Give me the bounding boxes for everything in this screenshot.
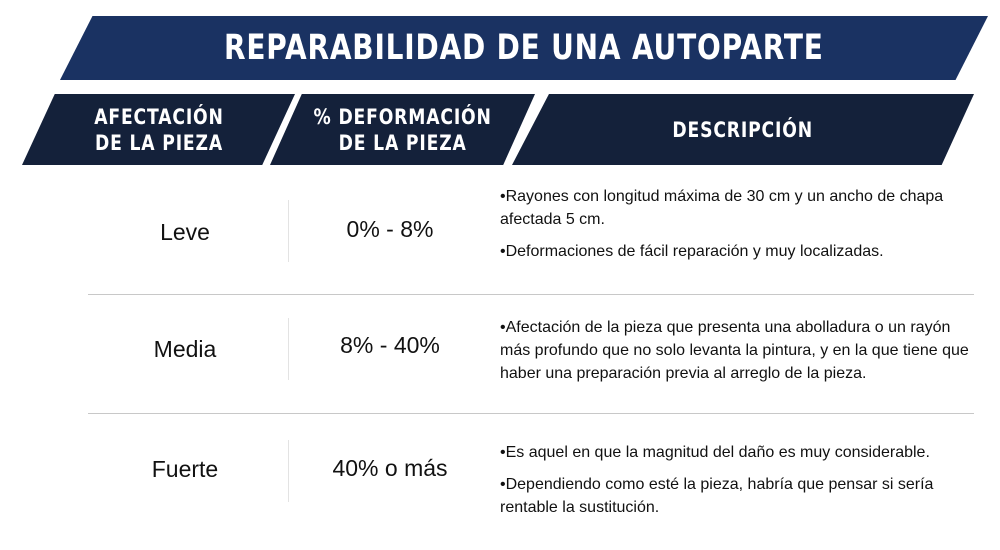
column-separator	[288, 200, 289, 262]
description-item: •Deformaciones de fácil reparación y muy…	[500, 243, 884, 260]
row-percent-media: 8% - 40%	[340, 332, 440, 358]
description-item: •Rayones con longitud máxima de 30 cm y …	[500, 188, 944, 228]
row-divider	[88, 294, 974, 295]
row-level-media: Media	[153, 336, 217, 362]
header-descripcion: DESCRIPCIÓN	[512, 94, 974, 165]
row-description-leve: •Rayones con longitud máxima de 30 cm y …	[500, 185, 970, 272]
column-separator	[288, 318, 289, 380]
description-item: •Dependiendo como esté la pieza, habría …	[500, 476, 934, 516]
row-level-fuerte: Fuerte	[151, 456, 219, 482]
header-deformacion: % DEFORMACIÓN DE LA PIEZA	[270, 94, 535, 165]
header-deformacion-label: % DEFORMACIÓN DE LA PIEZA	[313, 104, 492, 155]
column-separator	[288, 440, 289, 502]
header-descripcion-label: DESCRIPCIÓN	[672, 117, 814, 142]
description-item: •Es aquel en que la magnitud del daño es…	[500, 444, 930, 461]
title-banner: REPARABILIDAD DE UNA AUTOPARTE	[60, 16, 988, 80]
row-percent-fuerte: 40% o más	[332, 455, 448, 481]
header-afectacion: AFECTACIÓN DE LA PIEZA	[22, 94, 295, 165]
row-level-leve: Leve	[160, 219, 210, 245]
description-item: •Afectación de la pieza que presenta una…	[500, 319, 969, 382]
row-divider	[88, 413, 974, 414]
page-title: REPARABILIDAD DE UNA AUTOPARTE	[224, 28, 824, 68]
header-afectacion-label: AFECTACIÓN DE LA PIEZA	[93, 104, 224, 155]
row-description-media: •Afectación de la pieza que presenta una…	[500, 316, 970, 394]
row-percent-leve: 0% - 8%	[346, 216, 434, 242]
row-description-fuerte: •Es aquel en que la magnitud del daño es…	[500, 441, 970, 528]
